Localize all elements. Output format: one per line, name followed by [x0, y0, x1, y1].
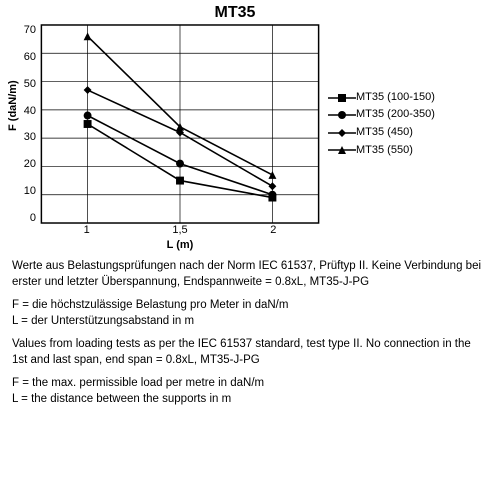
legend-item: MT35 (550) — [328, 142, 435, 160]
y-axis-label: F (daN/m) — [7, 117, 19, 131]
legend-item: MT35 (450) — [328, 124, 435, 142]
chart-title: MT35 — [0, 0, 500, 24]
legend-item: MT35 (100-150) — [328, 89, 435, 107]
caption-de-f: F = die höchstzulässige Belastung pro Me… — [12, 298, 488, 314]
caption-block: Werte aus Belastungsprüfungen nach der N… — [0, 251, 500, 407]
line-chart — [40, 24, 320, 224]
caption-en-main: Values from loading tests as per the IEC… — [12, 337, 488, 368]
x-axis-label: L (m) — [40, 238, 320, 251]
legend-item: MT35 (200-350) — [328, 106, 435, 124]
caption-en-f: F = the max. permissible load per metre … — [12, 376, 488, 392]
caption-de-main: Werte aus Belastungsprüfungen nach der N… — [12, 259, 488, 290]
caption-en-l: L = the distance between the supports in… — [12, 392, 488, 408]
chart-area: F (daN/m) 706050403020100 MT35 (100-150)… — [0, 24, 500, 224]
x-axis-ticks: 11,52 — [40, 224, 320, 238]
caption-de-l: L = der Unterstützungsabstand in m — [12, 314, 488, 330]
y-axis-ticks: 706050403020100 — [20, 24, 40, 224]
legend: MT35 (100-150)MT35 (200-350)MT35 (450)MT… — [320, 89, 435, 159]
